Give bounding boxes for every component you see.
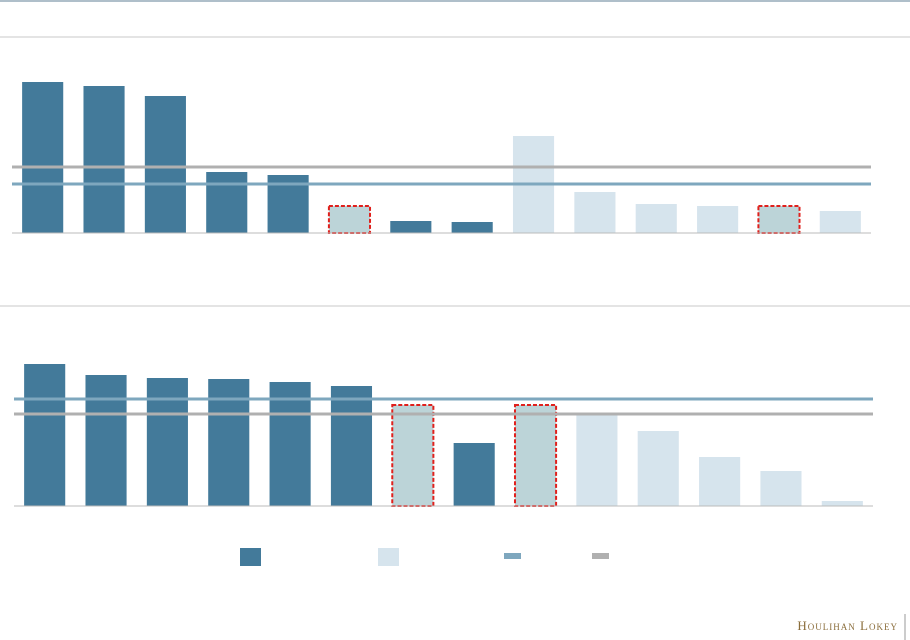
bar	[821, 501, 863, 506]
bar	[574, 192, 616, 233]
bar	[576, 413, 618, 506]
legend-swatch	[592, 553, 609, 559]
bar	[391, 404, 435, 507]
bar	[85, 375, 127, 506]
legend-swatch	[504, 553, 521, 559]
bar	[83, 86, 125, 233]
bar	[390, 221, 432, 233]
bar	[453, 443, 495, 506]
bar	[637, 431, 679, 506]
bar	[760, 471, 802, 506]
bar	[269, 382, 311, 506]
bar	[206, 172, 248, 233]
brand: Houlihan Lokey	[797, 618, 898, 633]
bar	[819, 211, 861, 233]
bar	[330, 386, 373, 506]
bar	[757, 205, 801, 234]
bar	[327, 205, 372, 234]
legend-swatch	[378, 548, 399, 566]
bar	[24, 364, 66, 506]
bar	[22, 82, 64, 233]
bar	[699, 457, 741, 506]
bar	[144, 96, 186, 233]
legend-swatch	[240, 548, 261, 566]
bar	[146, 378, 188, 506]
bar	[451, 222, 493, 233]
bar	[513, 404, 558, 507]
bar	[697, 206, 739, 233]
bar	[635, 204, 677, 233]
